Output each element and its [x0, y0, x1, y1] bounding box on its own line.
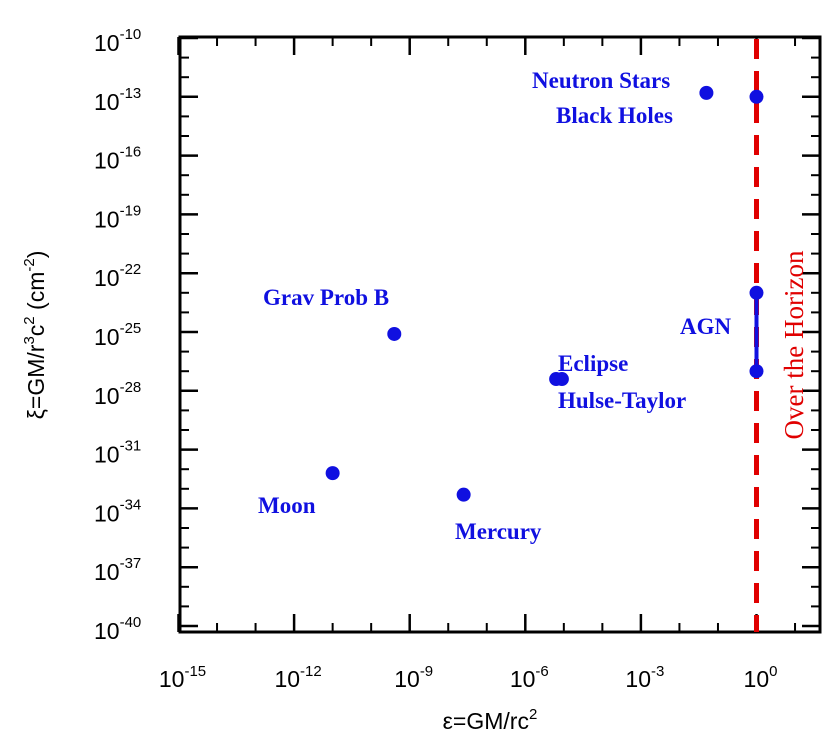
y-tick-label: 10-25 [94, 320, 141, 350]
eclipse-label: Eclipse [558, 351, 628, 376]
x-tick-label: 10-6 [510, 663, 549, 692]
y-tick-label: 10-37 [94, 555, 141, 585]
y-tick-label: 10-34 [94, 496, 141, 526]
hulse-taylor-point [554, 372, 569, 387]
hulse-taylor-label: Hulse-Taylor [558, 388, 686, 413]
horizon-label: Over the Horizon [779, 250, 809, 439]
neutron-stars-point [699, 85, 714, 100]
agn-label: AGN [680, 314, 732, 339]
plot-frame [178, 35, 822, 634]
grav-probe-b-point [387, 326, 402, 341]
x-tick-label: 10-9 [394, 663, 433, 692]
minor-ticks [180, 37, 820, 632]
y-tick-labels: 10-10 10-13 10-16 10-19 10-22 10-25 10-28 10-31… [94, 26, 141, 644]
x-tick-label: 100 [744, 663, 778, 692]
y-tick-label: 10-19 [94, 202, 141, 232]
black-holes-label: Black Holes [556, 103, 673, 128]
y-tick-label: 10-31 [94, 438, 141, 468]
y-axis-title: ξ=GM/r3c2 (cm-2) [21, 251, 49, 420]
y-tick-label: 10-40 [94, 614, 141, 644]
neutron-stars-label: Neutron Stars [532, 68, 670, 93]
y-tick-label: 10-13 [94, 85, 141, 115]
y-tick-label: 10-22 [94, 261, 141, 291]
y-tick-label: 10-10 [94, 26, 141, 56]
mercury-point [456, 487, 471, 502]
x-axis-title: ε=GM/rc2 [443, 706, 538, 734]
x-tick-labels: 10-15 10-12 10-9 10-6 10-3 100 [159, 663, 778, 692]
x-tick-label: 10-15 [159, 663, 206, 692]
grav-probe-b-label: Grav Prob B [263, 285, 389, 310]
x-tick-label: 10-3 [625, 663, 664, 692]
black-holes-point [749, 89, 764, 104]
agn-top-point [749, 285, 764, 300]
mercury-label: Mercury [455, 519, 542, 544]
y-tick-label: 10-16 [94, 144, 141, 174]
x-tick-label: 10-12 [274, 663, 321, 692]
data-points [325, 85, 764, 502]
moon-label: Moon [258, 493, 316, 518]
moon-point [325, 466, 340, 481]
y-tick-label: 10-28 [94, 379, 141, 409]
agn-bottom-point [749, 364, 764, 379]
